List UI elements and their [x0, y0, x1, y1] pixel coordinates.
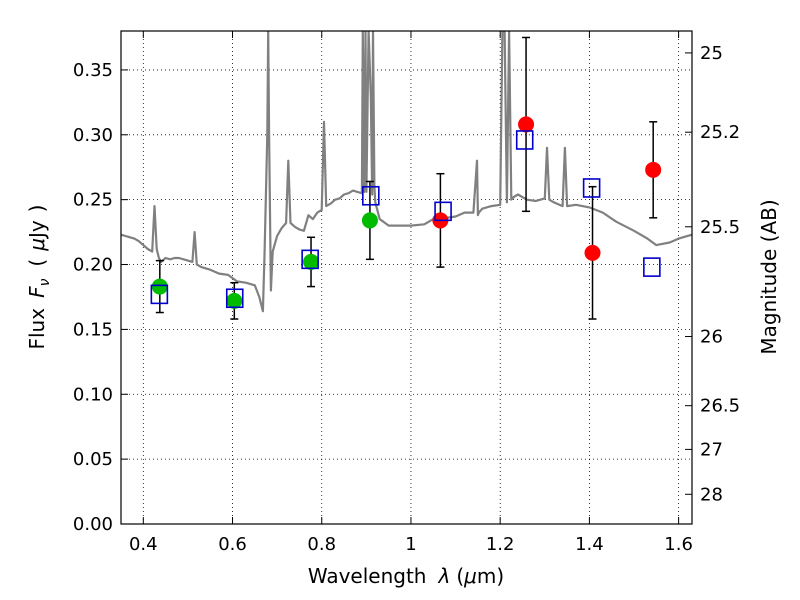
- y-label-nu: ν: [37, 278, 53, 286]
- blue-square-point: [434, 201, 452, 222]
- x-tick-label: 1: [405, 534, 416, 555]
- y-label-word: Flux: [25, 308, 49, 350]
- x-label-open: (: [456, 564, 464, 588]
- right-tick-label: 26: [700, 327, 723, 348]
- plot-frame: [120, 30, 693, 525]
- green-data-point: [303, 253, 320, 270]
- blue-square-point: [150, 284, 169, 305]
- y-tick-label: 0.30: [73, 125, 113, 146]
- right-tick-label: 25: [700, 43, 723, 64]
- y-tick-label: 0.05: [73, 449, 113, 470]
- x-tick-label: 0.4: [129, 534, 158, 555]
- x-label-mu: μ: [463, 564, 477, 588]
- y-label-mu: μ: [25, 238, 49, 252]
- y-tick-label: 0.00: [73, 514, 113, 535]
- model-spectrum-line: [121, 31, 692, 313]
- blue-square-point: [515, 130, 534, 150]
- y-label-open: (: [25, 259, 49, 267]
- y-label-close: ): [25, 204, 49, 212]
- blue-square-point: [582, 178, 601, 198]
- green-data-point: [151, 278, 168, 295]
- red-data-point: [645, 161, 662, 178]
- y-tick-label: 0.15: [73, 319, 113, 340]
- right-tick-label: 25.5: [700, 217, 740, 238]
- x-label-lambda: λ: [437, 564, 450, 588]
- x-tick-label: 1.4: [575, 534, 604, 555]
- right-tick-label: 27: [700, 439, 723, 460]
- right-tick-label: 25.2: [700, 122, 740, 143]
- y-tick-label: 0.35: [73, 60, 113, 81]
- right-tick-label: 28: [700, 484, 723, 505]
- blue-square-point: [225, 288, 244, 309]
- green-data-point: [226, 292, 243, 309]
- y-tick-label: 0.10: [73, 384, 113, 405]
- plot-background: [121, 31, 692, 524]
- ticks: 0.4 0.6 0.8 1 1.2 1.4 1.6 0.00 0.05 0.10 0.15 0.20 0…: [73, 31, 740, 555]
- x-tick-label: 0.6: [218, 534, 247, 555]
- data-layer: [121, 31, 692, 320]
- green-data-point: [361, 212, 378, 229]
- x-label-unit: m): [477, 564, 504, 588]
- blue-square-point: [362, 185, 380, 206]
- right-axis-label: Magnitude (AB): [757, 199, 781, 354]
- blue-square-point: [643, 257, 661, 277]
- y-label-f: F: [25, 286, 49, 298]
- x-tick-label: 1.6: [664, 534, 693, 555]
- y-axis-label: Flux Fν ( μJy): [25, 204, 53, 349]
- y-label-unit: Jy: [25, 220, 49, 240]
- red-data-point: [518, 116, 535, 133]
- x-label-word: Wavelength: [308, 564, 427, 588]
- red-data-point: [584, 244, 601, 261]
- x-tick-label: 1.2: [486, 534, 515, 555]
- y-tick-label: 0.20: [73, 255, 113, 276]
- right-tick-label: 26.5: [700, 396, 740, 417]
- x-axis-label: Wavelength λ (μm): [308, 564, 504, 588]
- x-tick-label: 0.8: [307, 534, 336, 555]
- y-tick-label: 0.25: [73, 190, 113, 211]
- blue-square-point: [301, 249, 319, 270]
